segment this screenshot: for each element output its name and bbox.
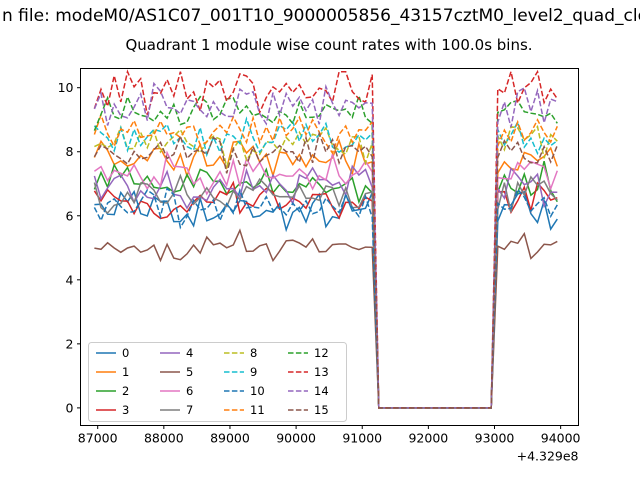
legend-label-8: 8 bbox=[250, 346, 257, 360]
legend-label-1: 1 bbox=[122, 365, 129, 379]
legend-label-9: 9 bbox=[250, 365, 257, 379]
x-tick-label: 93000 bbox=[475, 431, 515, 446]
x-axis-ticks: 87000 88000 89000 90000 91000 92000 93000 94000… bbox=[78, 425, 581, 464]
legend-item-12: 12 bbox=[288, 346, 329, 360]
legend-label-4: 4 bbox=[186, 346, 193, 360]
legend-label-11: 11 bbox=[250, 403, 265, 417]
legend-label-14: 14 bbox=[314, 384, 329, 398]
legend-label-12: 12 bbox=[314, 346, 329, 360]
legend-item-11: 11 bbox=[224, 403, 265, 417]
legend-label-3: 3 bbox=[122, 403, 129, 417]
y-tick-label: 2 bbox=[66, 336, 74, 351]
legend-item-10: 10 bbox=[224, 384, 265, 398]
legend-item-7: 7 bbox=[160, 403, 193, 417]
legend-frame bbox=[88, 342, 347, 422]
legend-label-10: 10 bbox=[250, 384, 265, 398]
legend-label-13: 13 bbox=[314, 365, 329, 379]
legend-item-1: 1 bbox=[96, 365, 129, 379]
x-tick-label: 88000 bbox=[144, 431, 184, 446]
legend-item-6: 6 bbox=[160, 384, 193, 398]
legend-label-7: 7 bbox=[186, 403, 193, 417]
y-tick-label: 8 bbox=[66, 144, 74, 159]
legend-item-0: 0 bbox=[96, 346, 129, 360]
legend-item-4: 4 bbox=[160, 346, 193, 360]
legend-item-15: 15 bbox=[288, 403, 329, 417]
axes-frame bbox=[80, 68, 579, 426]
x-axis-offset-label: +4.329e8 bbox=[517, 449, 579, 464]
legend-label-5: 5 bbox=[186, 365, 193, 379]
legend-label-0: 0 bbox=[122, 346, 129, 360]
y-tick-label: 10 bbox=[58, 80, 74, 95]
y-tick-label: 6 bbox=[66, 208, 74, 223]
x-tick-label: 94000 bbox=[541, 431, 581, 446]
y-tick-label: 4 bbox=[66, 272, 74, 287]
legend-item-5: 5 bbox=[160, 365, 193, 379]
y-axis-ticks: 0 2 4 6 8 10 bbox=[58, 80, 81, 415]
series-line-15 bbox=[93, 130, 558, 409]
x-tick-label: 91000 bbox=[342, 431, 382, 446]
legend-item-9: 9 bbox=[224, 365, 257, 379]
legend-item-14: 14 bbox=[288, 384, 329, 398]
figure-suptitle: n file: modeM0/AS1C07_001T10_9000005856_… bbox=[2, 6, 640, 26]
legend-item-3: 3 bbox=[96, 403, 129, 417]
y-tick-label: 0 bbox=[66, 400, 74, 415]
legend-label-2: 2 bbox=[122, 384, 129, 398]
x-tick-label: 87000 bbox=[78, 431, 118, 446]
legend-item-13: 13 bbox=[288, 365, 329, 379]
x-tick-label: 92000 bbox=[408, 431, 448, 446]
series-lines bbox=[93, 68, 559, 409]
legend-label-15: 15 bbox=[314, 403, 329, 417]
legend-label-6: 6 bbox=[186, 384, 193, 398]
x-tick-label: 90000 bbox=[276, 431, 316, 446]
legend-item-2: 2 bbox=[96, 384, 129, 398]
x-tick-label: 89000 bbox=[210, 431, 250, 446]
axes-title: Quadrant 1 module wise count rates with … bbox=[125, 36, 533, 54]
legend-item-8: 8 bbox=[224, 346, 257, 360]
